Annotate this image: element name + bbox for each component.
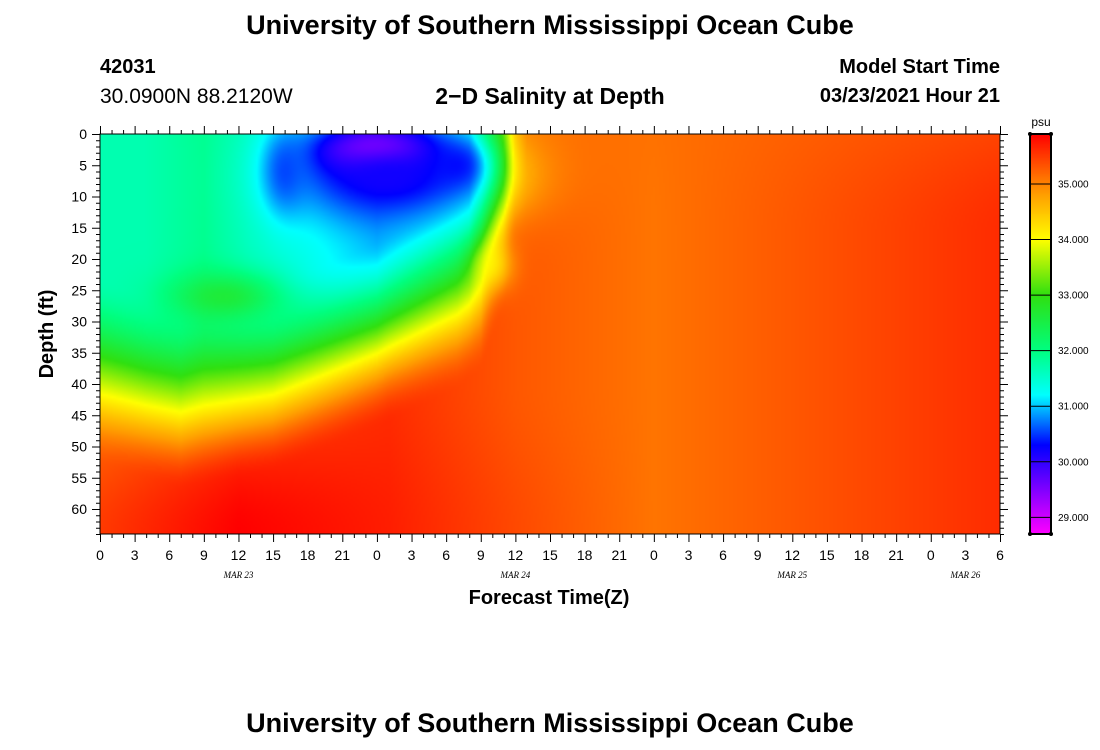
x-tick-label: 15 (542, 547, 558, 563)
colorbar-endpoint (1028, 532, 1032, 536)
x-tick-label: 0 (373, 547, 381, 563)
model-start-label: Model Start Time (839, 56, 1000, 78)
y-tick-label: 10 (71, 189, 87, 205)
date-label: MAR 26 (950, 570, 981, 580)
y-tick-label: 0 (79, 126, 87, 142)
colorbar-tick-label: 29.000 (1058, 513, 1089, 524)
x-tick-label: 12 (508, 547, 524, 563)
x-axis-label: Forecast Time(Z) (469, 587, 630, 609)
station-coordinates: 30.0900N 88.2120W (100, 85, 293, 108)
x-tick-label: 3 (685, 547, 693, 563)
colorbar-tick-label: 34.000 (1058, 235, 1089, 246)
colorbar-unit: psu (1031, 115, 1050, 129)
y-tick-label: 55 (71, 470, 87, 486)
x-tick-label: 21 (611, 547, 627, 563)
x-tick-label: 9 (754, 547, 762, 563)
x-tick-label: 0 (650, 547, 658, 563)
x-tick-label: 12 (785, 547, 801, 563)
y-tick-label: 60 (71, 501, 87, 517)
colorbar-gradient (1030, 134, 1051, 534)
colorbar-frame (1029, 133, 1052, 535)
x-axis: 0 3 6 9 12 15 18 21 0 3 6 9 12 15 18 21 0 3 6 9 12 15 18 21 0 3 6 M… (96, 126, 1004, 580)
x-tick-label: 18 (300, 547, 316, 563)
salinity-heatmap (100, 134, 1000, 534)
y-tick-label: 20 (71, 251, 87, 267)
date-label: MAR 25 (776, 570, 807, 580)
x-tick-label: 6 (996, 547, 1004, 563)
y-tick-label: 15 (71, 220, 87, 236)
x-tick-label: 12 (231, 547, 247, 563)
y-tick-label: 50 (71, 439, 87, 455)
y-tick-label: 40 (71, 376, 87, 392)
y-tick-label: 35 (71, 345, 87, 361)
x-tick-label: 3 (961, 547, 969, 563)
model-start-value: 03/23/2021 Hour 21 (819, 85, 1000, 107)
x-tick-label: 18 (577, 547, 593, 563)
x-tick-label: 6 (719, 547, 727, 563)
colorbar-tick-label: 32.000 (1058, 346, 1089, 357)
x-tick-label: 3 (131, 547, 139, 563)
colorbar-endpoint (1028, 132, 1032, 136)
y-tick-label: 25 (71, 282, 87, 298)
x-tick-label: 9 (477, 547, 485, 563)
y-tick-label: 30 (71, 314, 87, 330)
x-tick-label: 18 (854, 547, 870, 563)
footer-title: University of Southern Mississippi Ocean… (246, 708, 854, 738)
chart-title: 2−D Salinity at Depth (435, 83, 665, 109)
date-label: MAR 24 (500, 570, 531, 580)
x-tick-label: 0 (96, 547, 104, 563)
colorbar-ticks: 29.000 30.000 31.000 32.000 33.000 34.000 35.0… (1028, 132, 1089, 536)
x-tick-label: 15 (265, 547, 281, 563)
colorbar-tick-label: 33.000 (1058, 291, 1089, 302)
x-tick-label: 6 (165, 547, 173, 563)
date-label: MAR 23 (223, 570, 254, 580)
x-tick-label: 6 (442, 547, 450, 563)
y-tick-label: 45 (71, 407, 87, 423)
x-tick-label: 15 (819, 547, 835, 563)
station-id: 42031 (100, 56, 156, 78)
colorbar-tick-label: 31.000 (1058, 402, 1089, 413)
colorbar-endpoint (1049, 132, 1053, 136)
colorbar-tick-label: 30.000 (1058, 457, 1089, 468)
x-tick-label: 0 (927, 547, 935, 563)
x-tick-label: 3 (408, 547, 416, 563)
x-tick-label: 21 (888, 547, 904, 563)
x-tick-label: 21 (335, 547, 351, 563)
colorbar: psu 29.000 30.000 31.000 32.000 33.000 34.000… (1028, 115, 1089, 536)
colorbar-tick-label: 35.000 (1058, 180, 1089, 191)
colorbar-endpoint (1049, 532, 1053, 536)
x-tick-label: 9 (200, 547, 208, 563)
y-tick-label: 5 (79, 157, 87, 173)
page-title: University of Southern Mississippi Ocean… (246, 10, 854, 40)
y-axis-label: Depth (ft) (36, 290, 58, 379)
y-axis: 0 5 10 15 20 25 30 35 40 45 50 55 60 (71, 126, 1008, 535)
